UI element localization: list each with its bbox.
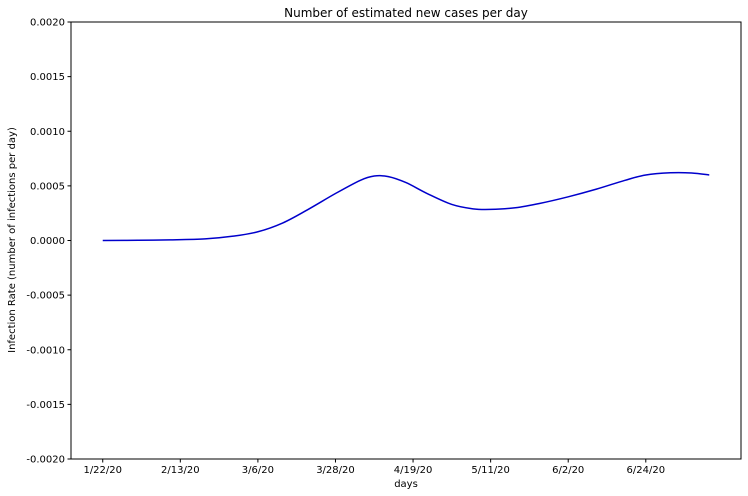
y-tick-label: 0.0000: [30, 236, 65, 247]
y-tick-label: -0.0015: [26, 400, 65, 411]
x-axis-label: days: [394, 479, 418, 490]
chart-title: Number of estimated new cases per day: [284, 6, 528, 20]
plot-area-frame: [70, 21, 742, 460]
y-tick-label: -0.0010: [26, 345, 65, 356]
x-tick-label: 6/24/20: [627, 465, 666, 476]
y-tick-label: 0.0020: [30, 18, 65, 29]
x-axis-ticks: 1/22/20 2/13/20 3/6/20 3/28/20 4/19/20 5/11/2…: [83, 459, 665, 476]
x-tick-label: 1/22/20: [83, 465, 122, 476]
x-tick-label: 2/13/20: [161, 465, 200, 476]
series-line: [102, 171, 710, 242]
x-tick-label: 6/2/20: [552, 465, 584, 476]
y-axis-ticks: -0.0020 -0.0015 -0.0010 -0.0005 0.0000 0.0005…: [26, 18, 71, 466]
y-tick-label: 0.0005: [30, 181, 65, 192]
x-tick-label: 3/28/20: [316, 465, 355, 476]
y-tick-label: -0.0020: [26, 455, 65, 466]
x-tick-label: 5/11/20: [471, 465, 510, 476]
x-tick-label: 4/19/20: [394, 465, 433, 476]
x-tick-label: 3/6/20: [242, 465, 274, 476]
y-tick-label: -0.0005: [26, 291, 65, 302]
y-tick-label: 0.0010: [30, 127, 65, 138]
y-axis-label: Infection Rate (number of infections per…: [7, 127, 18, 353]
y-tick-label: 0.0015: [30, 72, 65, 83]
